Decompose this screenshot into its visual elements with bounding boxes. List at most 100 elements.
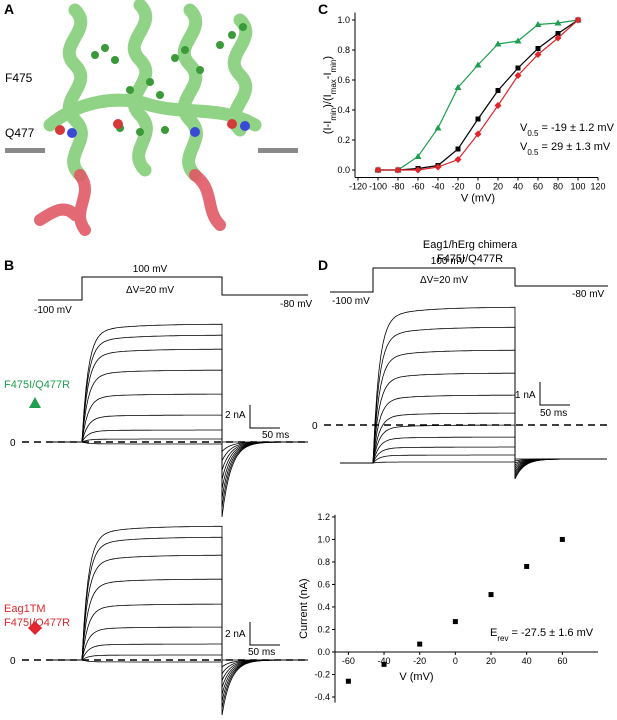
protocol-label: -80 mV bbox=[572, 289, 605, 300]
data-point bbox=[535, 46, 541, 51]
y-tick-label: 0.2 bbox=[317, 624, 330, 634]
text-part: V bbox=[520, 141, 528, 153]
data-point bbox=[514, 72, 522, 79]
text-part: E bbox=[490, 627, 497, 639]
data-point bbox=[414, 153, 422, 159]
current-trace bbox=[50, 603, 308, 688]
residue-label: F475 bbox=[5, 71, 33, 85]
y-axis-label: (I-Imin)/(Imax-Imin) bbox=[322, 56, 338, 134]
data-point bbox=[554, 19, 562, 26]
panel-label: C bbox=[318, 1, 328, 17]
x-tick-label: -60 bbox=[342, 656, 355, 666]
current-trace bbox=[340, 436, 607, 466]
current-trace bbox=[340, 458, 607, 464]
protocol-label: 100 mV bbox=[431, 256, 466, 267]
data-point bbox=[534, 21, 542, 27]
construct-label: F475I/Q477R bbox=[4, 617, 70, 629]
y-tick-label: -0.2 bbox=[314, 669, 330, 679]
subscript: min bbox=[329, 60, 338, 73]
x-tick-label: -40 bbox=[431, 182, 444, 192]
construct-label: Eag1TM bbox=[4, 603, 46, 615]
data-point bbox=[559, 536, 565, 542]
scale-label: 50 ms bbox=[248, 647, 275, 658]
scale-label: 50 ms bbox=[540, 408, 567, 419]
data-point bbox=[524, 563, 530, 569]
y-tick-label: 1.0 bbox=[317, 534, 330, 544]
data-point bbox=[494, 40, 502, 47]
data-point bbox=[394, 166, 402, 174]
y-tick-label: 0.4 bbox=[317, 602, 330, 612]
x-tick-label: -20 bbox=[451, 182, 464, 192]
text-part: V bbox=[520, 122, 528, 134]
annotation: V0.5 = -19 ± 1.2 mV bbox=[520, 122, 615, 138]
y-tick-label: 0.6 bbox=[337, 75, 350, 85]
x-tick-label: -80 bbox=[391, 182, 404, 192]
y-tick-label: 0.0 bbox=[337, 165, 350, 175]
data-point bbox=[475, 116, 481, 122]
text-part: = -19 ± 1.2 mV bbox=[538, 122, 614, 134]
data-point bbox=[534, 51, 542, 58]
scale-bar bbox=[539, 382, 570, 406]
scale-label: 2 nA bbox=[225, 410, 246, 421]
x-tick-label: -20 bbox=[413, 656, 426, 666]
x-tick-label: 40 bbox=[522, 656, 532, 666]
data-point bbox=[434, 124, 442, 131]
data-point bbox=[345, 678, 351, 684]
y-tick-label: 0.8 bbox=[317, 557, 330, 567]
data-point bbox=[374, 166, 382, 174]
panel-title: Eag1/hErg chimera bbox=[423, 239, 518, 251]
subscript: min bbox=[329, 108, 338, 121]
text-part: -I bbox=[322, 72, 334, 79]
data-point bbox=[381, 661, 387, 667]
current-trace bbox=[340, 412, 607, 470]
protocol-label: -100 mV bbox=[34, 305, 72, 316]
structure-image bbox=[5, 0, 298, 236]
current-trace bbox=[340, 326, 607, 479]
protocol-label: -100 mV bbox=[332, 296, 370, 307]
current-trace bbox=[50, 525, 308, 716]
data-point bbox=[554, 34, 562, 42]
voltage-protocol bbox=[38, 276, 308, 301]
current-trace bbox=[340, 306, 607, 480]
subscript: rev bbox=[497, 634, 508, 643]
voltage-protocol bbox=[330, 267, 608, 293]
data-point bbox=[574, 16, 582, 24]
text-part: (I-I bbox=[322, 121, 334, 134]
current-trace bbox=[50, 334, 308, 508]
x-tick-label: -100 bbox=[369, 182, 387, 192]
x-tick-label: 120 bbox=[590, 182, 605, 192]
protocol-label: -80 mV bbox=[280, 299, 313, 310]
protocol-label: 100 mV bbox=[133, 264, 168, 275]
scale-label: 1 nA bbox=[515, 390, 536, 401]
x-tick-label: 80 bbox=[553, 182, 563, 192]
data-point bbox=[555, 31, 561, 36]
current-trace bbox=[50, 536, 308, 709]
subscript: 0.5 bbox=[527, 148, 539, 157]
current-trace bbox=[50, 323, 308, 518]
zero-label: 0 bbox=[10, 438, 16, 449]
scale-label: 50 ms bbox=[262, 430, 289, 441]
x-axis-label: V (mV) bbox=[461, 193, 495, 205]
text-part: = -27.5 ± 1.6 mV bbox=[508, 627, 593, 639]
y-tick-label: 0.2 bbox=[337, 135, 350, 145]
x-tick-label: 0 bbox=[453, 656, 458, 666]
scale-bar bbox=[249, 622, 280, 646]
annotation: Erev = -27.5 ± 1.6 mV bbox=[490, 627, 594, 643]
x-tick-label: -120 bbox=[349, 182, 367, 192]
panel-title: F475I/Q477R bbox=[437, 253, 503, 265]
text-part: ) bbox=[322, 56, 334, 60]
data-point bbox=[488, 592, 494, 598]
data-point bbox=[452, 619, 458, 625]
data-point bbox=[454, 84, 462, 90]
x-tick-label: 20 bbox=[486, 656, 496, 666]
text-part: = 29 ± 1.3 mV bbox=[538, 141, 610, 153]
x-tick-label: 20 bbox=[493, 182, 503, 192]
y-tick-label: 1.0 bbox=[337, 15, 350, 25]
scale-bar bbox=[249, 405, 280, 429]
current-trace bbox=[50, 578, 308, 695]
annotation: V0.5 = 29 ± 1.3 mV bbox=[520, 141, 611, 157]
current-trace bbox=[50, 348, 308, 499]
data-point bbox=[474, 61, 482, 68]
data-point bbox=[515, 65, 521, 71]
